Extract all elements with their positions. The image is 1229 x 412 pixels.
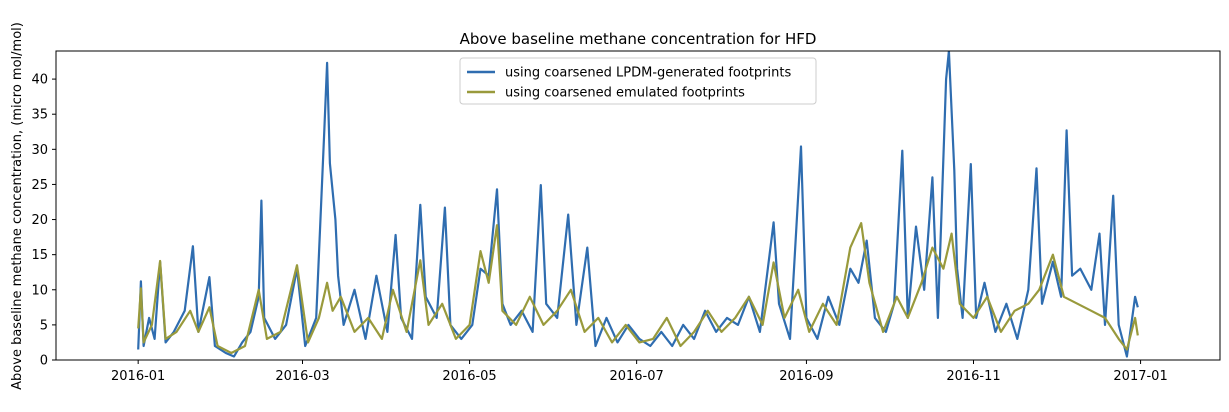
y-axis: 0 5 10 15 20 25 30 35 40	[31, 73, 56, 369]
y-tick-label: 40	[31, 73, 48, 88]
series-line-emulated	[137, 222, 1139, 355]
y-tick-label: 15	[31, 248, 48, 263]
y-tick-label: 0	[40, 354, 48, 369]
x-axis: 2016-01 2016-03 2016-05 2016-07 2016-09 2016-…	[111, 360, 1168, 384]
x-tick-label: 2016-07	[609, 369, 663, 384]
y-tick-label: 35	[31, 108, 48, 123]
legend-label-lpdm: using coarsened LPDM-generated footprint…	[505, 66, 791, 81]
x-tick-label: 2016-03	[275, 369, 329, 384]
series-layer	[137, 51, 1139, 358]
chart-title: Above baseline methane concentration for…	[460, 30, 817, 48]
x-tick-label: 2017-01	[1113, 369, 1167, 384]
plot-area	[55, 50, 1221, 361]
y-tick-label: 10	[31, 283, 48, 298]
x-tick-label: 2016-09	[779, 369, 833, 384]
x-tick-label: 2016-05	[442, 369, 496, 384]
y-tick-label: 5	[40, 318, 48, 333]
legend-box	[459, 57, 817, 105]
y-tick-label: 25	[31, 178, 48, 193]
x-tick-label: 2016-01	[111, 369, 165, 384]
y-axis-label: Above baseline methane concentration, (m…	[10, 22, 25, 390]
series-line-lpdm	[137, 51, 1139, 358]
y-tick-label: 20	[31, 213, 48, 228]
y-tick-label: 30	[31, 143, 48, 158]
legend: using coarsened LPDM-generated footprint…	[459, 57, 817, 105]
plot-frame	[55, 50, 1221, 361]
legend-label-emulated: using coarsened emulated footprints	[505, 86, 745, 101]
x-tick-label: 2016-11	[946, 369, 1000, 384]
